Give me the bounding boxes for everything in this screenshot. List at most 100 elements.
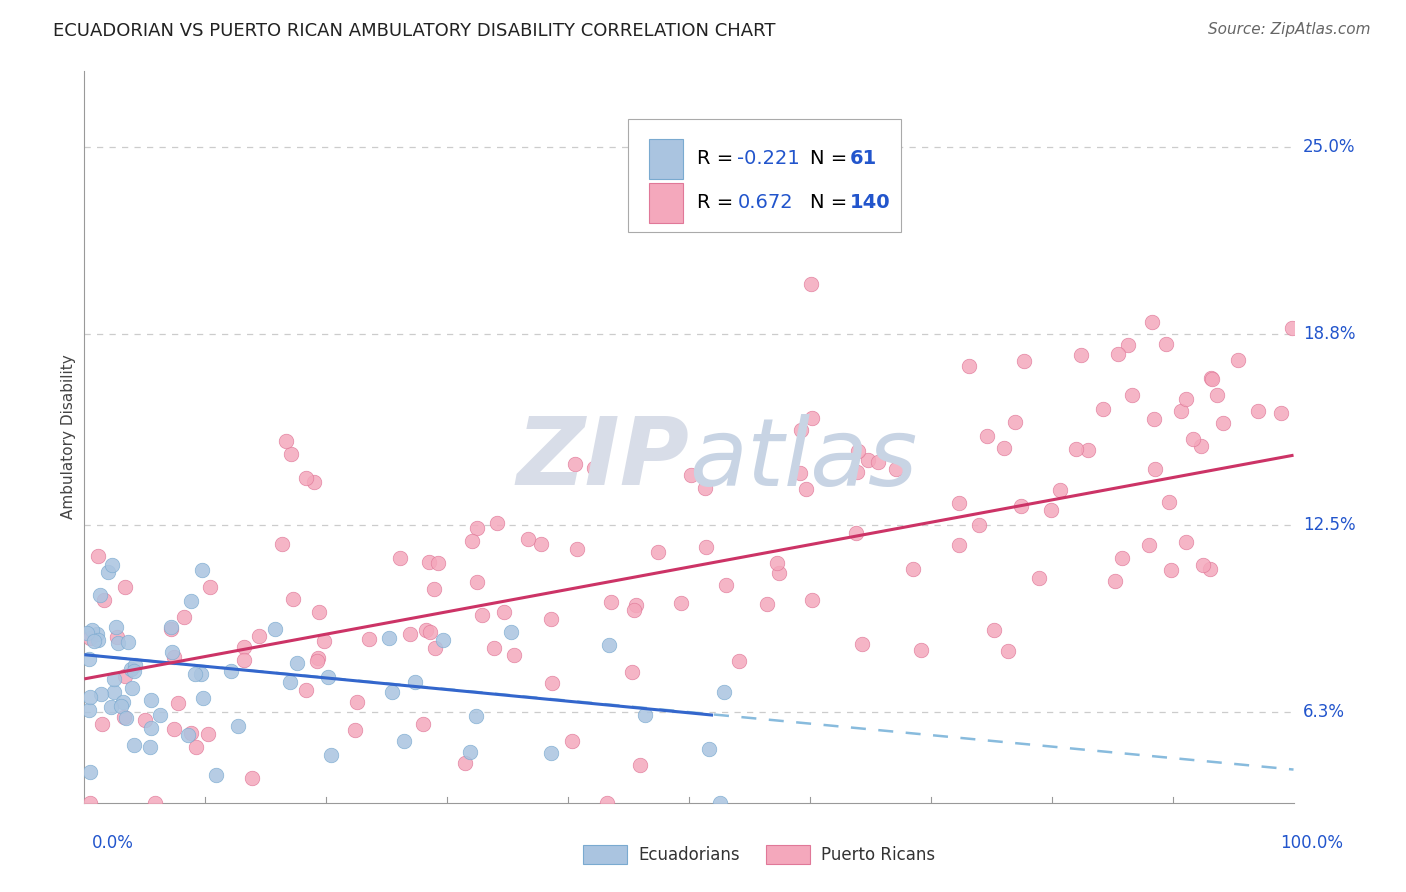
- Text: 140: 140: [849, 194, 890, 212]
- Point: [959, 359, 981, 373]
- Point: [1111, 551, 1133, 566]
- Point: [79, 632, 101, 646]
- Point: [160, 645, 183, 659]
- Point: [794, 483, 817, 497]
- Point: [87, 633, 110, 648]
- Point: [541, 676, 564, 690]
- Point: [993, 442, 1015, 456]
- Point: [378, 632, 401, 646]
- FancyBboxPatch shape: [650, 183, 683, 223]
- Point: [1028, 571, 1050, 585]
- Point: [565, 541, 588, 556]
- Point: [983, 623, 1005, 637]
- Point: [139, 739, 162, 754]
- Point: [121, 681, 143, 695]
- Point: [422, 582, 444, 596]
- Text: Source: ZipAtlas.com: Source: ZipAtlas.com: [1208, 22, 1371, 37]
- Point: [1137, 538, 1160, 552]
- Point: [240, 771, 263, 785]
- Point: [105, 620, 128, 634]
- Point: [346, 695, 368, 709]
- Point: [1040, 503, 1063, 517]
- Point: [173, 609, 195, 624]
- Point: [191, 563, 214, 577]
- Point: [426, 557, 449, 571]
- Point: [79, 690, 101, 705]
- Point: [1154, 337, 1177, 351]
- Text: ECUADORIAN VS PUERTO RICAN AMBULATORY DISABILITY CORRELATION CHART: ECUADORIAN VS PUERTO RICAN AMBULATORY DI…: [53, 22, 776, 40]
- Point: [846, 465, 869, 479]
- Point: [344, 723, 367, 738]
- Point: [100, 700, 122, 714]
- Point: [412, 717, 434, 731]
- Point: [1104, 574, 1126, 588]
- Point: [789, 466, 811, 480]
- Point: [86, 626, 108, 640]
- Point: [124, 658, 146, 673]
- Point: [177, 727, 200, 741]
- Point: [90, 687, 112, 701]
- Point: [628, 758, 651, 772]
- Point: [910, 643, 932, 657]
- Point: [77, 703, 100, 717]
- Point: [197, 726, 219, 740]
- Point: [124, 665, 146, 679]
- Point: [180, 594, 202, 608]
- Text: R =: R =: [697, 194, 740, 212]
- Point: [1116, 338, 1139, 352]
- Point: [79, 652, 101, 666]
- Point: [307, 650, 329, 665]
- Point: [404, 675, 426, 690]
- Point: [120, 662, 142, 676]
- Point: [114, 580, 136, 594]
- Point: [766, 556, 789, 570]
- Point: [503, 648, 526, 662]
- Point: [800, 592, 823, 607]
- Point: [139, 693, 162, 707]
- Point: [624, 598, 647, 612]
- Point: [278, 674, 301, 689]
- Point: [599, 595, 621, 609]
- Point: [1077, 442, 1099, 457]
- Point: [1010, 499, 1032, 513]
- Point: [312, 633, 335, 648]
- Point: [233, 640, 256, 655]
- Point: [418, 555, 440, 569]
- Point: [467, 521, 489, 535]
- Point: [117, 635, 139, 649]
- Point: [91, 716, 114, 731]
- Point: [110, 699, 132, 714]
- Text: 18.8%: 18.8%: [1303, 326, 1355, 343]
- Point: [285, 656, 308, 670]
- Text: 12.5%: 12.5%: [1303, 516, 1355, 533]
- Text: 25.0%: 25.0%: [1303, 138, 1355, 156]
- Point: [419, 625, 441, 640]
- Point: [233, 653, 256, 667]
- Text: 6.3%: 6.3%: [1303, 703, 1346, 721]
- Point: [948, 538, 970, 552]
- Point: [596, 796, 619, 810]
- Point: [105, 630, 128, 644]
- Point: [727, 654, 749, 668]
- Point: [280, 447, 302, 461]
- Point: [598, 639, 620, 653]
- Point: [302, 475, 325, 490]
- Point: [160, 620, 183, 634]
- Point: [148, 708, 170, 723]
- Point: [76, 626, 98, 640]
- Point: [485, 516, 508, 530]
- Point: [1159, 494, 1181, 508]
- Point: [1091, 402, 1114, 417]
- Point: [633, 707, 655, 722]
- Point: [111, 694, 134, 708]
- Point: [184, 667, 207, 681]
- Text: 100.0%: 100.0%: [1279, 834, 1343, 852]
- Point: [295, 471, 318, 485]
- Point: [319, 747, 342, 762]
- Point: [845, 526, 868, 541]
- Point: [669, 596, 692, 610]
- Point: [103, 672, 125, 686]
- Text: 0.0%: 0.0%: [91, 834, 134, 852]
- Point: [540, 746, 562, 760]
- Point: [134, 713, 156, 727]
